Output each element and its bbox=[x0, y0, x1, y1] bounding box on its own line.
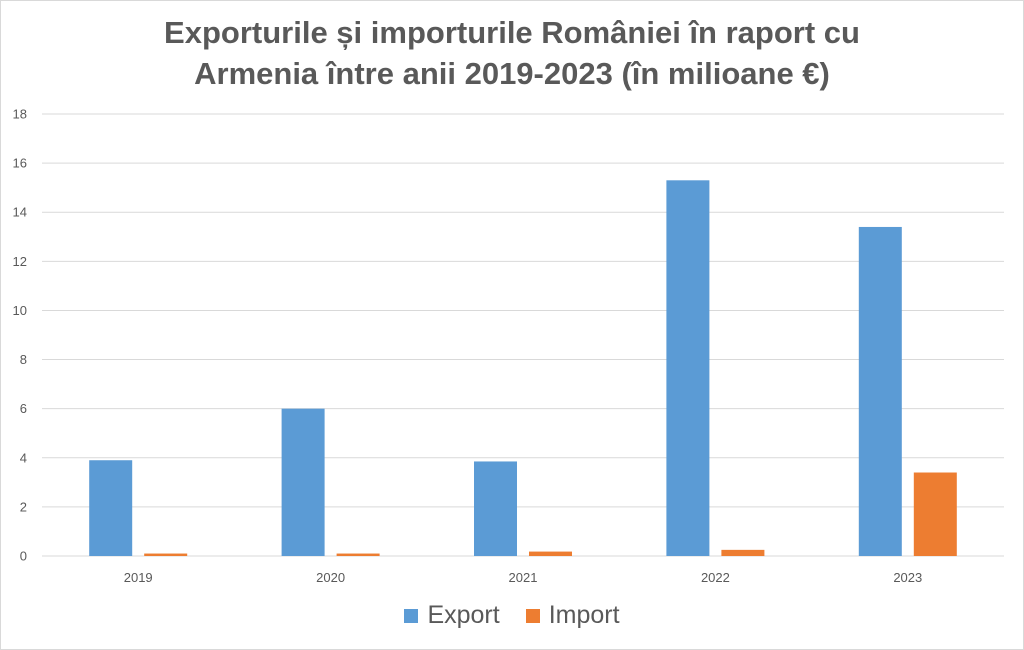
x-tick-label: 2021 bbox=[509, 570, 538, 585]
gridlines bbox=[42, 113, 1004, 557]
bar-export-2019 bbox=[89, 460, 133, 556]
bar-import-2023 bbox=[913, 472, 957, 556]
bar-import-2020 bbox=[336, 553, 380, 556]
y-tick-label: 6 bbox=[20, 401, 27, 416]
bar-export-2020 bbox=[281, 408, 325, 556]
x-axis: 2019 2020 2021 2022 2023 bbox=[124, 570, 923, 585]
x-tick-label: 2022 bbox=[701, 570, 730, 585]
legend: Export Import bbox=[0, 601, 1024, 630]
legend-item-export: Export bbox=[404, 601, 500, 630]
chart-title: Exporturile și importurile României în r… bbox=[0, 12, 1024, 94]
bar-import-2022 bbox=[721, 549, 765, 556]
y-tick-label: 8 bbox=[20, 352, 27, 367]
bar-export-2021 bbox=[474, 461, 517, 556]
x-tick-label: 2023 bbox=[893, 570, 922, 585]
legend-swatch-import bbox=[525, 608, 540, 623]
chart-title-line-2: Armenia între anii 2019-2023 (în milioan… bbox=[194, 56, 830, 91]
chart-title-line-1: Exporturile și importurile României în r… bbox=[164, 15, 860, 50]
bar-export-2022 bbox=[666, 180, 710, 557]
y-tick-label: 14 bbox=[13, 205, 27, 220]
legend-item-import: Import bbox=[525, 601, 620, 630]
bar-export-2023 bbox=[858, 226, 902, 556]
legend-swatch-export bbox=[404, 608, 419, 623]
x-tick-label: 2019 bbox=[124, 570, 153, 585]
y-tick-label: 16 bbox=[13, 156, 27, 171]
legend-label-import: Import bbox=[548, 601, 620, 629]
y-axis: 0 2 4 6 8 10 12 14 16 18 bbox=[13, 107, 27, 564]
y-tick-label: 0 bbox=[20, 549, 27, 564]
y-tick-label: 12 bbox=[13, 254, 27, 269]
y-tick-label: 18 bbox=[13, 107, 27, 122]
legend-label-export: Export bbox=[427, 601, 500, 629]
plot-area: 0 2 4 6 8 10 12 14 16 18 2019 2020 2021 2022 2023 bbox=[13, 107, 1004, 585]
bar-import-2021 bbox=[529, 551, 572, 556]
bar-import-2019 bbox=[144, 553, 188, 556]
bars bbox=[89, 180, 957, 557]
y-tick-label: 2 bbox=[20, 499, 27, 514]
y-tick-label: 10 bbox=[13, 303, 27, 318]
x-tick-label: 2020 bbox=[316, 570, 345, 585]
y-tick-label: 4 bbox=[20, 450, 27, 465]
